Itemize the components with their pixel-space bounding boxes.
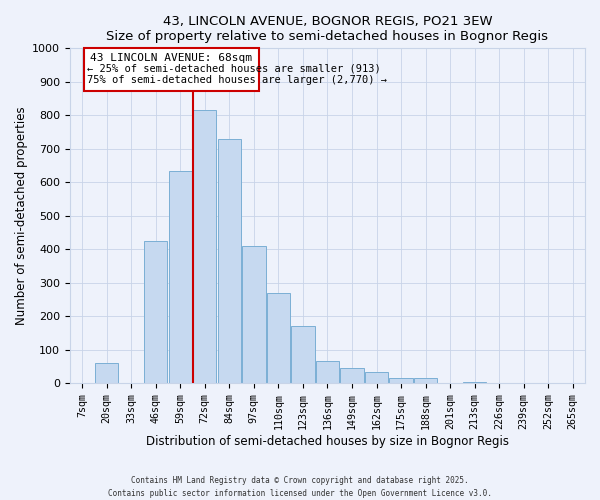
Bar — [340, 368, 364, 383]
Bar — [95, 363, 118, 383]
Bar — [169, 170, 192, 383]
Bar — [267, 293, 290, 383]
Bar — [291, 326, 314, 383]
Bar — [316, 362, 339, 383]
Bar — [193, 110, 217, 383]
FancyBboxPatch shape — [84, 48, 259, 91]
Text: ← 25% of semi-detached houses are smaller (913): ← 25% of semi-detached houses are smalle… — [87, 64, 381, 74]
Text: 43 LINCOLN AVENUE: 68sqm: 43 LINCOLN AVENUE: 68sqm — [91, 54, 253, 64]
Bar — [218, 139, 241, 383]
Bar — [463, 382, 486, 383]
Bar — [242, 246, 266, 383]
Text: 75% of semi-detached houses are larger (2,770) →: 75% of semi-detached houses are larger (… — [87, 75, 387, 85]
Bar — [365, 372, 388, 383]
Text: Contains HM Land Registry data © Crown copyright and database right 2025.
Contai: Contains HM Land Registry data © Crown c… — [108, 476, 492, 498]
Bar — [389, 378, 413, 383]
Y-axis label: Number of semi-detached properties: Number of semi-detached properties — [15, 106, 28, 325]
Title: 43, LINCOLN AVENUE, BOGNOR REGIS, PO21 3EW
Size of property relative to semi-det: 43, LINCOLN AVENUE, BOGNOR REGIS, PO21 3… — [106, 15, 548, 43]
Bar — [144, 241, 167, 383]
X-axis label: Distribution of semi-detached houses by size in Bognor Regis: Distribution of semi-detached houses by … — [146, 434, 509, 448]
Bar — [414, 378, 437, 383]
